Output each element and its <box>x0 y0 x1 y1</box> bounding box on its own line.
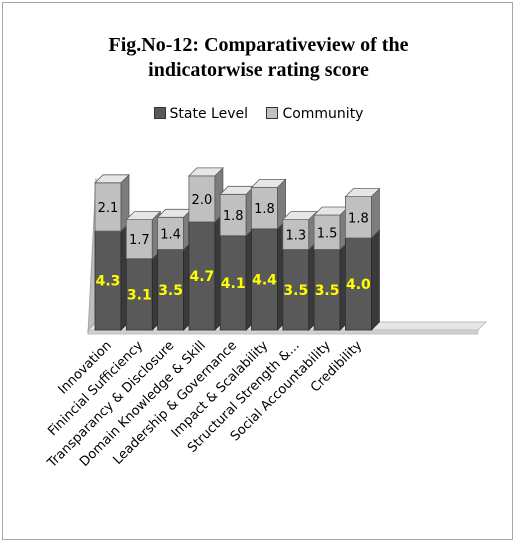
bar-community-6-front <box>282 219 310 250</box>
data-label-state-level-3: 4.7 <box>189 269 214 285</box>
data-label-state-level-1: 3.1 <box>127 287 152 303</box>
data-label-community-2: 1.4 <box>160 227 181 242</box>
data-label-community-7: 1.5 <box>317 226 338 241</box>
bar-community-4-front <box>219 193 247 237</box>
bar-state-level-8-front <box>344 237 372 331</box>
data-label-state-level-2: 3.5 <box>158 283 183 299</box>
chart-title-line-2: indicatorwise rating score <box>148 59 369 81</box>
data-label-community-1: 1.7 <box>129 233 150 248</box>
chart-legend: State Level Community <box>3 106 514 122</box>
legend-item-state-level: State Level <box>153 106 248 122</box>
legend-label-state-level: State Level <box>169 106 248 122</box>
bar-community-6-top <box>281 211 318 221</box>
bar-state-level-5-front <box>251 228 278 331</box>
data-label-community-5: 1.8 <box>254 202 275 217</box>
data-label-state-level-4: 4.1 <box>221 276 246 292</box>
data-label-community-6: 1.3 <box>285 229 306 244</box>
bar-state-level-3-front <box>188 221 216 331</box>
data-label-community-0: 2.1 <box>98 201 119 216</box>
bar-community-0-front <box>94 182 122 232</box>
bar-state-level-0-front <box>94 230 122 331</box>
bar-state-level-7-front <box>313 249 341 331</box>
data-label-community-3: 2.0 <box>192 193 213 208</box>
bar-state-level-8-side <box>370 229 380 331</box>
bar-community-2-front <box>157 216 185 250</box>
data-label-state-level-8: 4.0 <box>346 277 371 293</box>
chart-floor-front <box>87 329 479 335</box>
bar-community-3-front <box>188 175 216 223</box>
legend-label-community: Community <box>282 106 364 122</box>
chart-frame: Fig.No-12: Comparativeview of the indica… <box>2 2 513 540</box>
data-label-community-4: 1.8 <box>223 209 244 224</box>
bar-community-0-top <box>94 174 130 184</box>
legend-item-community: Community <box>266 106 363 122</box>
bar-community-5-top <box>250 178 287 188</box>
data-label-state-level-5: 4.4 <box>252 272 277 288</box>
data-label-state-level-6: 3.5 <box>283 283 308 299</box>
data-label-state-level-0: 4.3 <box>96 274 121 290</box>
chart-title: Fig.No-12: Comparativeview of the indica… <box>3 33 514 83</box>
legend-swatch-community <box>266 107 279 119</box>
bar-community-7-front <box>313 214 341 250</box>
chart-title-line-1: Fig.No-12: Comparativeview of the <box>108 34 409 56</box>
bar-state-level-1-front <box>125 258 153 331</box>
x-tick-label-2: Transparancy & Disclosure <box>44 338 177 471</box>
bar-community-1-top <box>125 211 162 221</box>
bar-community-8-top <box>344 188 381 198</box>
bar-community-3-top <box>187 167 224 177</box>
data-label-state-level-7: 3.5 <box>315 283 340 299</box>
bar-community-8-front <box>344 196 372 239</box>
bar-community-8-side <box>370 187 380 239</box>
bar-community-5-front <box>251 186 278 230</box>
data-label-community-8: 1.8 <box>348 211 369 226</box>
legend-swatch-state-level <box>153 107 166 119</box>
